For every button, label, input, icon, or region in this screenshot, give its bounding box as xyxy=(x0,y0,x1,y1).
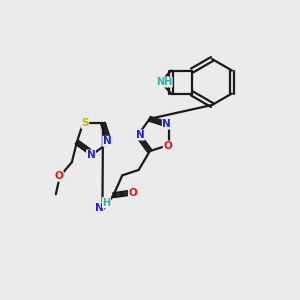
Text: N: N xyxy=(103,136,112,146)
Text: N: N xyxy=(136,130,144,140)
Text: S: S xyxy=(81,118,89,128)
Text: NH: NH xyxy=(156,77,172,87)
Text: N: N xyxy=(95,202,104,213)
Text: H: H xyxy=(102,198,110,208)
Text: O: O xyxy=(164,141,172,151)
Text: O: O xyxy=(55,171,63,181)
Text: N: N xyxy=(87,150,95,160)
Text: O: O xyxy=(128,188,137,198)
Text: N: N xyxy=(162,119,171,129)
